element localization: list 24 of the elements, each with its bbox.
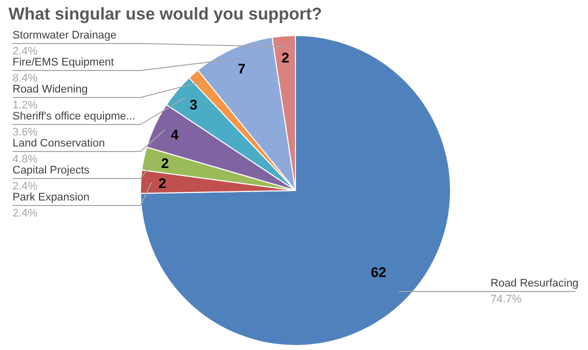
slice-label: Capital Projects (12, 164, 90, 176)
data-label: 2 (161, 154, 170, 171)
chart-title: What singular use would you support? (8, 4, 322, 24)
data-label: 2 (158, 174, 167, 191)
data-label: 4 (170, 126, 179, 142)
text: 74.7% (490, 293, 522, 306)
data-label: 7 (238, 60, 246, 77)
data-label: 3 (190, 96, 198, 113)
text: 1.2% (12, 100, 38, 112)
slice-label: Fire/EMS Equipment (12, 56, 114, 68)
slice-label: Stormwater Drainage (12, 30, 116, 42)
slice-label: Park Expansion (12, 192, 90, 204)
slice-label: Road Widening (12, 84, 88, 96)
text: 2.4% (12, 208, 38, 220)
slice-label: Sheriff's office equipme... (12, 110, 136, 122)
text: 8.4% (12, 72, 38, 84)
data-label: 2 (282, 50, 290, 66)
slice-label: Land Conservation (12, 138, 105, 150)
text: 4.8% (12, 154, 38, 166)
text: 3.6% (12, 126, 38, 138)
text: 2.4% (12, 46, 38, 58)
data-label: 62 (370, 264, 386, 280)
text: 2.4% (12, 180, 38, 192)
slice-label: Road Resurfacing (490, 277, 579, 290)
